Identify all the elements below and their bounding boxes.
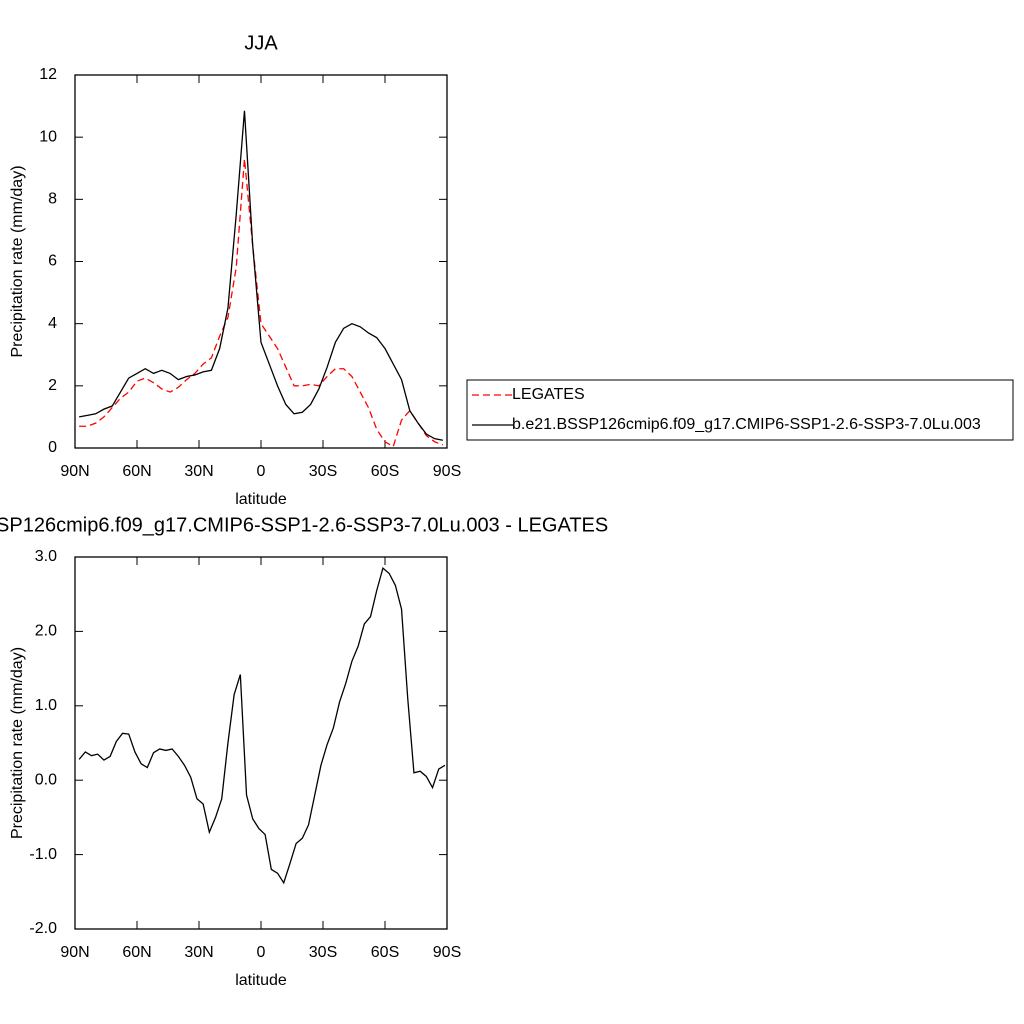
x-tick-label: 90N: [60, 463, 89, 480]
y-tick-label: 10: [39, 128, 57, 145]
x-tick-label: 0: [257, 463, 266, 480]
y-tick-label: 0: [48, 439, 57, 456]
x-tick-label: 90S: [433, 944, 461, 961]
y-axis-label: Precipitation rate (mm/day): [9, 647, 26, 839]
y-tick-label: 4: [48, 315, 57, 332]
y-tick-label: -1.0: [29, 846, 57, 863]
y-tick-label: 12: [39, 66, 57, 83]
x-tick-label: 60N: [122, 944, 151, 961]
y-tick-label: -2.0: [29, 920, 57, 937]
y-tick-label: 0.0: [35, 771, 57, 788]
legend-label: b.e21.BSSP126cmip6.f09_g17.CMIP6-SSP1-2.…: [512, 416, 981, 433]
y-tick-label: 2.0: [35, 623, 57, 640]
y-tick-label: 1.0: [35, 697, 57, 714]
x-tick-label: 30S: [309, 944, 337, 961]
x-tick-label: 90N: [60, 944, 89, 961]
x-tick-label: 60N: [122, 463, 151, 480]
x-tick-label: 30N: [184, 463, 213, 480]
x-tick-label: 60S: [371, 463, 399, 480]
x-tick-label: 60S: [371, 944, 399, 961]
x-axis-label: latitude: [235, 972, 287, 989]
x-tick-label: 30N: [184, 944, 213, 961]
data-line: [79, 158, 444, 448]
x-tick-label: 30S: [309, 463, 337, 480]
y-tick-label: 8: [48, 191, 57, 208]
y-tick-label: 6: [48, 253, 57, 270]
legend-label: LEGATES: [512, 386, 585, 403]
x-tick-label: 0: [257, 944, 266, 961]
data-line: [78, 567, 446, 885]
plot-frame: [74, 74, 448, 449]
plot-frame: [74, 556, 448, 930]
y-axis-label: Precipitation rate (mm/day): [9, 165, 26, 357]
legend-box: [466, 379, 1014, 441]
y-tick-label: 2: [48, 377, 57, 394]
chart-title: b.e21.BSSP126cmip6.f09_g17.CMIP6-SSP1-2.…: [0, 514, 608, 536]
y-tick-label: 3.0: [35, 548, 57, 565]
data-line: [79, 110, 443, 441]
x-axis-label: latitude: [235, 491, 287, 508]
x-tick-label: 90S: [433, 463, 461, 480]
chart-title: JJA: [244, 32, 278, 54]
